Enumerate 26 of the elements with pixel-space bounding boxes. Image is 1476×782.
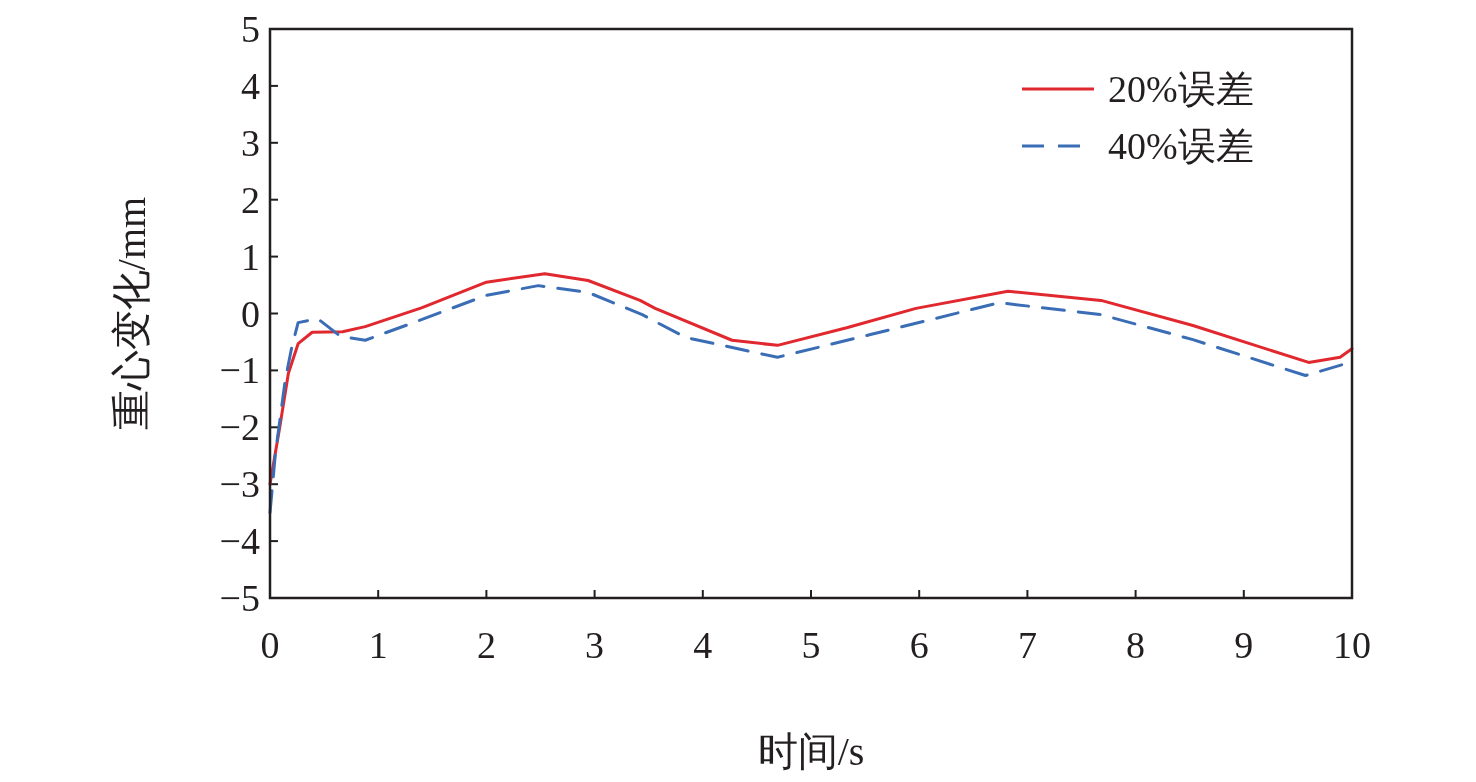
line-series <box>268 272 1354 486</box>
y-tick-label: −4 <box>219 520 260 563</box>
y-axis-title: 重心变化/mm <box>109 196 154 431</box>
y-tick-label: −2 <box>219 406 260 449</box>
y-tick-label: 1 <box>241 235 260 278</box>
y-tick-label: −5 <box>219 577 260 619</box>
x-tick-label: 1 <box>368 624 388 666</box>
x-tick-label: 2 <box>476 624 496 666</box>
legend-label: 40%误差 <box>1108 125 1254 167</box>
x-axis-title: 时间/s <box>757 729 865 774</box>
y-tick-label: 2 <box>241 178 260 221</box>
x-tick-label: 8 <box>1126 624 1146 666</box>
x-tick-label: 7 <box>1017 624 1037 666</box>
legend-label: 20%误差 <box>1108 68 1254 110</box>
y-tick-label: 3 <box>241 121 260 164</box>
y-tick-label: −3 <box>219 463 260 506</box>
x-tick-label: 5 <box>801 624 821 666</box>
y-tick-label: 5 <box>241 8 260 50</box>
x-tick-label: 4 <box>693 624 713 666</box>
y-tick-label: −1 <box>219 349 260 392</box>
y-tick-label: 0 <box>241 292 260 335</box>
x-tick-label: 3 <box>585 624 605 666</box>
x-tick-label: 6 <box>909 624 929 666</box>
x-tick-label: 10 <box>1333 624 1371 666</box>
x-tick-label: 9 <box>1234 624 1254 666</box>
y-tick-label: 4 <box>241 64 260 107</box>
